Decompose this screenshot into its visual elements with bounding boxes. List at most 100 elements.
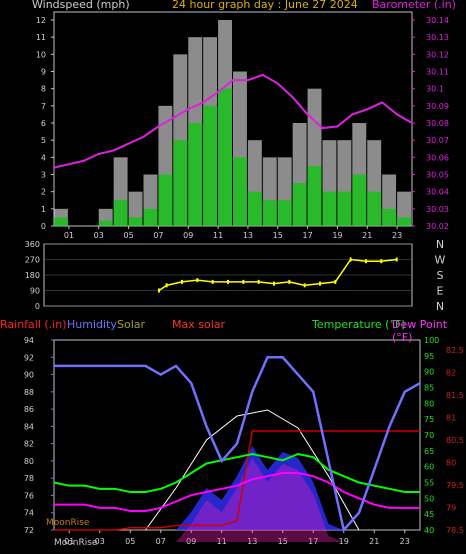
wind-bar (128, 217, 143, 226)
panel3-temp-tick-label: 65 (424, 447, 434, 456)
panel3-temp-tick-label: 95 (424, 352, 434, 361)
panel1-ytick-label: 11 (36, 33, 46, 42)
direction-point (158, 288, 160, 293)
barometer-point (127, 142, 130, 145)
humidity-point (159, 373, 162, 376)
panel3-temp-tick-label: 75 (424, 415, 434, 424)
wind-bar (143, 208, 158, 226)
panel1-xtick-label: 13 (243, 231, 253, 240)
panel3-ytick-label: 92 (24, 353, 34, 362)
panel3-temp-tick-label: 80 (424, 399, 434, 408)
barometer-point (157, 125, 160, 128)
solar-area-glow (176, 458, 344, 542)
panel3-xtick-label: 15 (278, 537, 288, 546)
wind-bar (397, 217, 411, 226)
panel3-ytick-label: 80 (24, 457, 34, 466)
dewpoint-line (54, 472, 420, 512)
panel3-dew-tick-label: 81.5 (446, 391, 464, 400)
humidity-point (358, 511, 360, 514)
panel3-xtick-label: 23 (400, 537, 410, 546)
panel3-ytick-label: 84 (24, 422, 34, 431)
panel1-ytick-label: 2 (41, 188, 46, 197)
panel3-dew-tick-label: 79 (446, 504, 456, 513)
panel1-xtick-label: 19 (332, 231, 342, 240)
panel3-temp-tick-label: 55 (424, 479, 434, 488)
panel1-y2tick-label: 30.07 (426, 136, 449, 145)
direction-point (319, 281, 321, 286)
humidity-point (98, 364, 101, 367)
panel2-ytick-label: 180 (25, 271, 40, 280)
panel1-ytick-label: 6 (41, 119, 46, 128)
barometer-point (351, 113, 354, 116)
humidity-point (236, 442, 238, 445)
panel3-temp-tick-label: 50 (424, 494, 434, 503)
panel1-xtick-label: 07 (153, 231, 163, 240)
panel1-xtick-label: 21 (362, 231, 372, 240)
panel1-y2tick-label: 30.13 (426, 33, 449, 42)
panel1-y2tick-label: 30.04 (426, 188, 449, 197)
panel3-xtick-label: 21 (369, 537, 379, 546)
barometer-point (381, 101, 384, 104)
panel3-xtick-label: 07 (156, 537, 166, 546)
humidity-point (312, 390, 315, 393)
panel3-dew-tick-label: 81 (446, 414, 456, 423)
humidity-point (342, 529, 345, 531)
panel1-y2tick-label: 30.09 (426, 102, 449, 111)
barometer-point (217, 91, 220, 94)
panel1-y2tick-label: 30.11 (426, 68, 449, 77)
wind-bar (203, 105, 218, 226)
barometer-point (67, 163, 70, 166)
direction-point (334, 279, 337, 284)
panel1-y2tick-label: 30.06 (426, 153, 449, 162)
panel3-temp-tick-label: 90 (424, 368, 434, 377)
barometer-point (202, 101, 205, 104)
humidity-point (419, 382, 421, 385)
panel3-ytick-label: 88 (24, 388, 34, 397)
panel1-ytick-label: 1 (41, 205, 46, 214)
barometer-point (232, 79, 234, 82)
rainfall-line (54, 430, 420, 531)
panel3-temp-tick-label: 45 (424, 510, 434, 519)
panel3-xtick-label: 09 (186, 537, 196, 546)
panel1-ytick-label: 7 (41, 102, 46, 111)
wind-bar (322, 191, 337, 226)
wind-bar (247, 191, 262, 226)
barometer-point (112, 149, 115, 152)
wind-bar (173, 140, 188, 226)
humidity-point (190, 382, 193, 385)
panel1-y2tick-label: 30.14 (426, 16, 449, 25)
direction-point (273, 281, 275, 286)
direction-point (242, 279, 245, 284)
chart-title: 24 hour graph day : June 27 2024 (172, 0, 358, 11)
panel2-ytick-label: 270 (25, 256, 40, 265)
panel1-ytick-label: 3 (41, 171, 46, 180)
panel3-temp-tick-label: 70 (424, 431, 434, 440)
wind-bar (367, 191, 382, 226)
humidity-point (251, 390, 254, 393)
panel1-y2tick-label: 30.1 (426, 85, 444, 94)
humidity-point (83, 364, 86, 367)
direction-point (257, 279, 260, 284)
barometer-point (336, 125, 339, 128)
wind-bar (352, 174, 367, 226)
direction-point (380, 259, 383, 264)
panel3-dew-tick-label: 79.5 (446, 481, 464, 490)
panel1-ytick-label: 0 (41, 222, 46, 231)
moonrise-label-top: MoonRise (46, 518, 90, 528)
panel2-ytick-label: 0 (35, 302, 40, 311)
legend-max-solar: Max solar (172, 318, 226, 331)
wind-bar (277, 200, 292, 226)
legend-humidity: Humidity (67, 318, 117, 331)
panel1-xtick-label: 23 (392, 231, 402, 240)
panel1-xtick-label: 11 (213, 231, 223, 240)
legend-rainfall: Rainfall (.in) (0, 318, 67, 331)
panel3-xtick-label: 19 (339, 537, 349, 546)
barometer-label: Barometer (.in) (372, 0, 456, 11)
barometer-point (366, 108, 369, 111)
barometer-point (53, 166, 55, 169)
direction-point (211, 279, 214, 284)
humidity-point (281, 356, 284, 359)
humidity-point (205, 425, 208, 428)
barometer-point (261, 73, 264, 76)
legend-dewpoint: Dew Point (°F) (392, 318, 448, 344)
